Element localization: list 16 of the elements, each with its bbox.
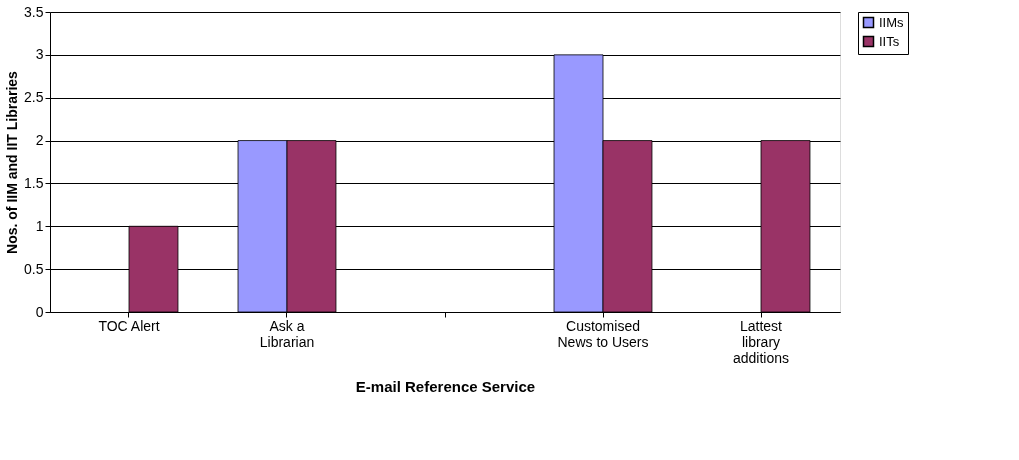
y-tick-label: 0.5: [24, 260, 44, 277]
y-tick-label: 2.5: [24, 89, 44, 106]
x-axis-title: E-mail Reference Service: [355, 377, 536, 395]
y-tick-label: 3.5: [24, 3, 44, 20]
y-axis-title: Nos. of IIM and IIT Libraries: [4, 70, 21, 254]
legend-label: IITs: [879, 33, 900, 49]
y-tick-label: 0: [35, 303, 44, 320]
x-tick-label: TOC Alert: [98, 317, 160, 334]
x-tick-label: Customised News to Users: [557, 317, 649, 350]
x-tick-label: Ask a Librarian: [259, 317, 315, 350]
y-tick-label: 1: [35, 217, 44, 234]
y-tick-label: 3: [35, 46, 44, 63]
x-tick-label: Lattest library additions: [732, 317, 790, 366]
y-tick-label: 2: [35, 132, 44, 149]
legend-label: IIMs: [879, 14, 905, 30]
y-tick-label: 1.5: [24, 174, 44, 191]
